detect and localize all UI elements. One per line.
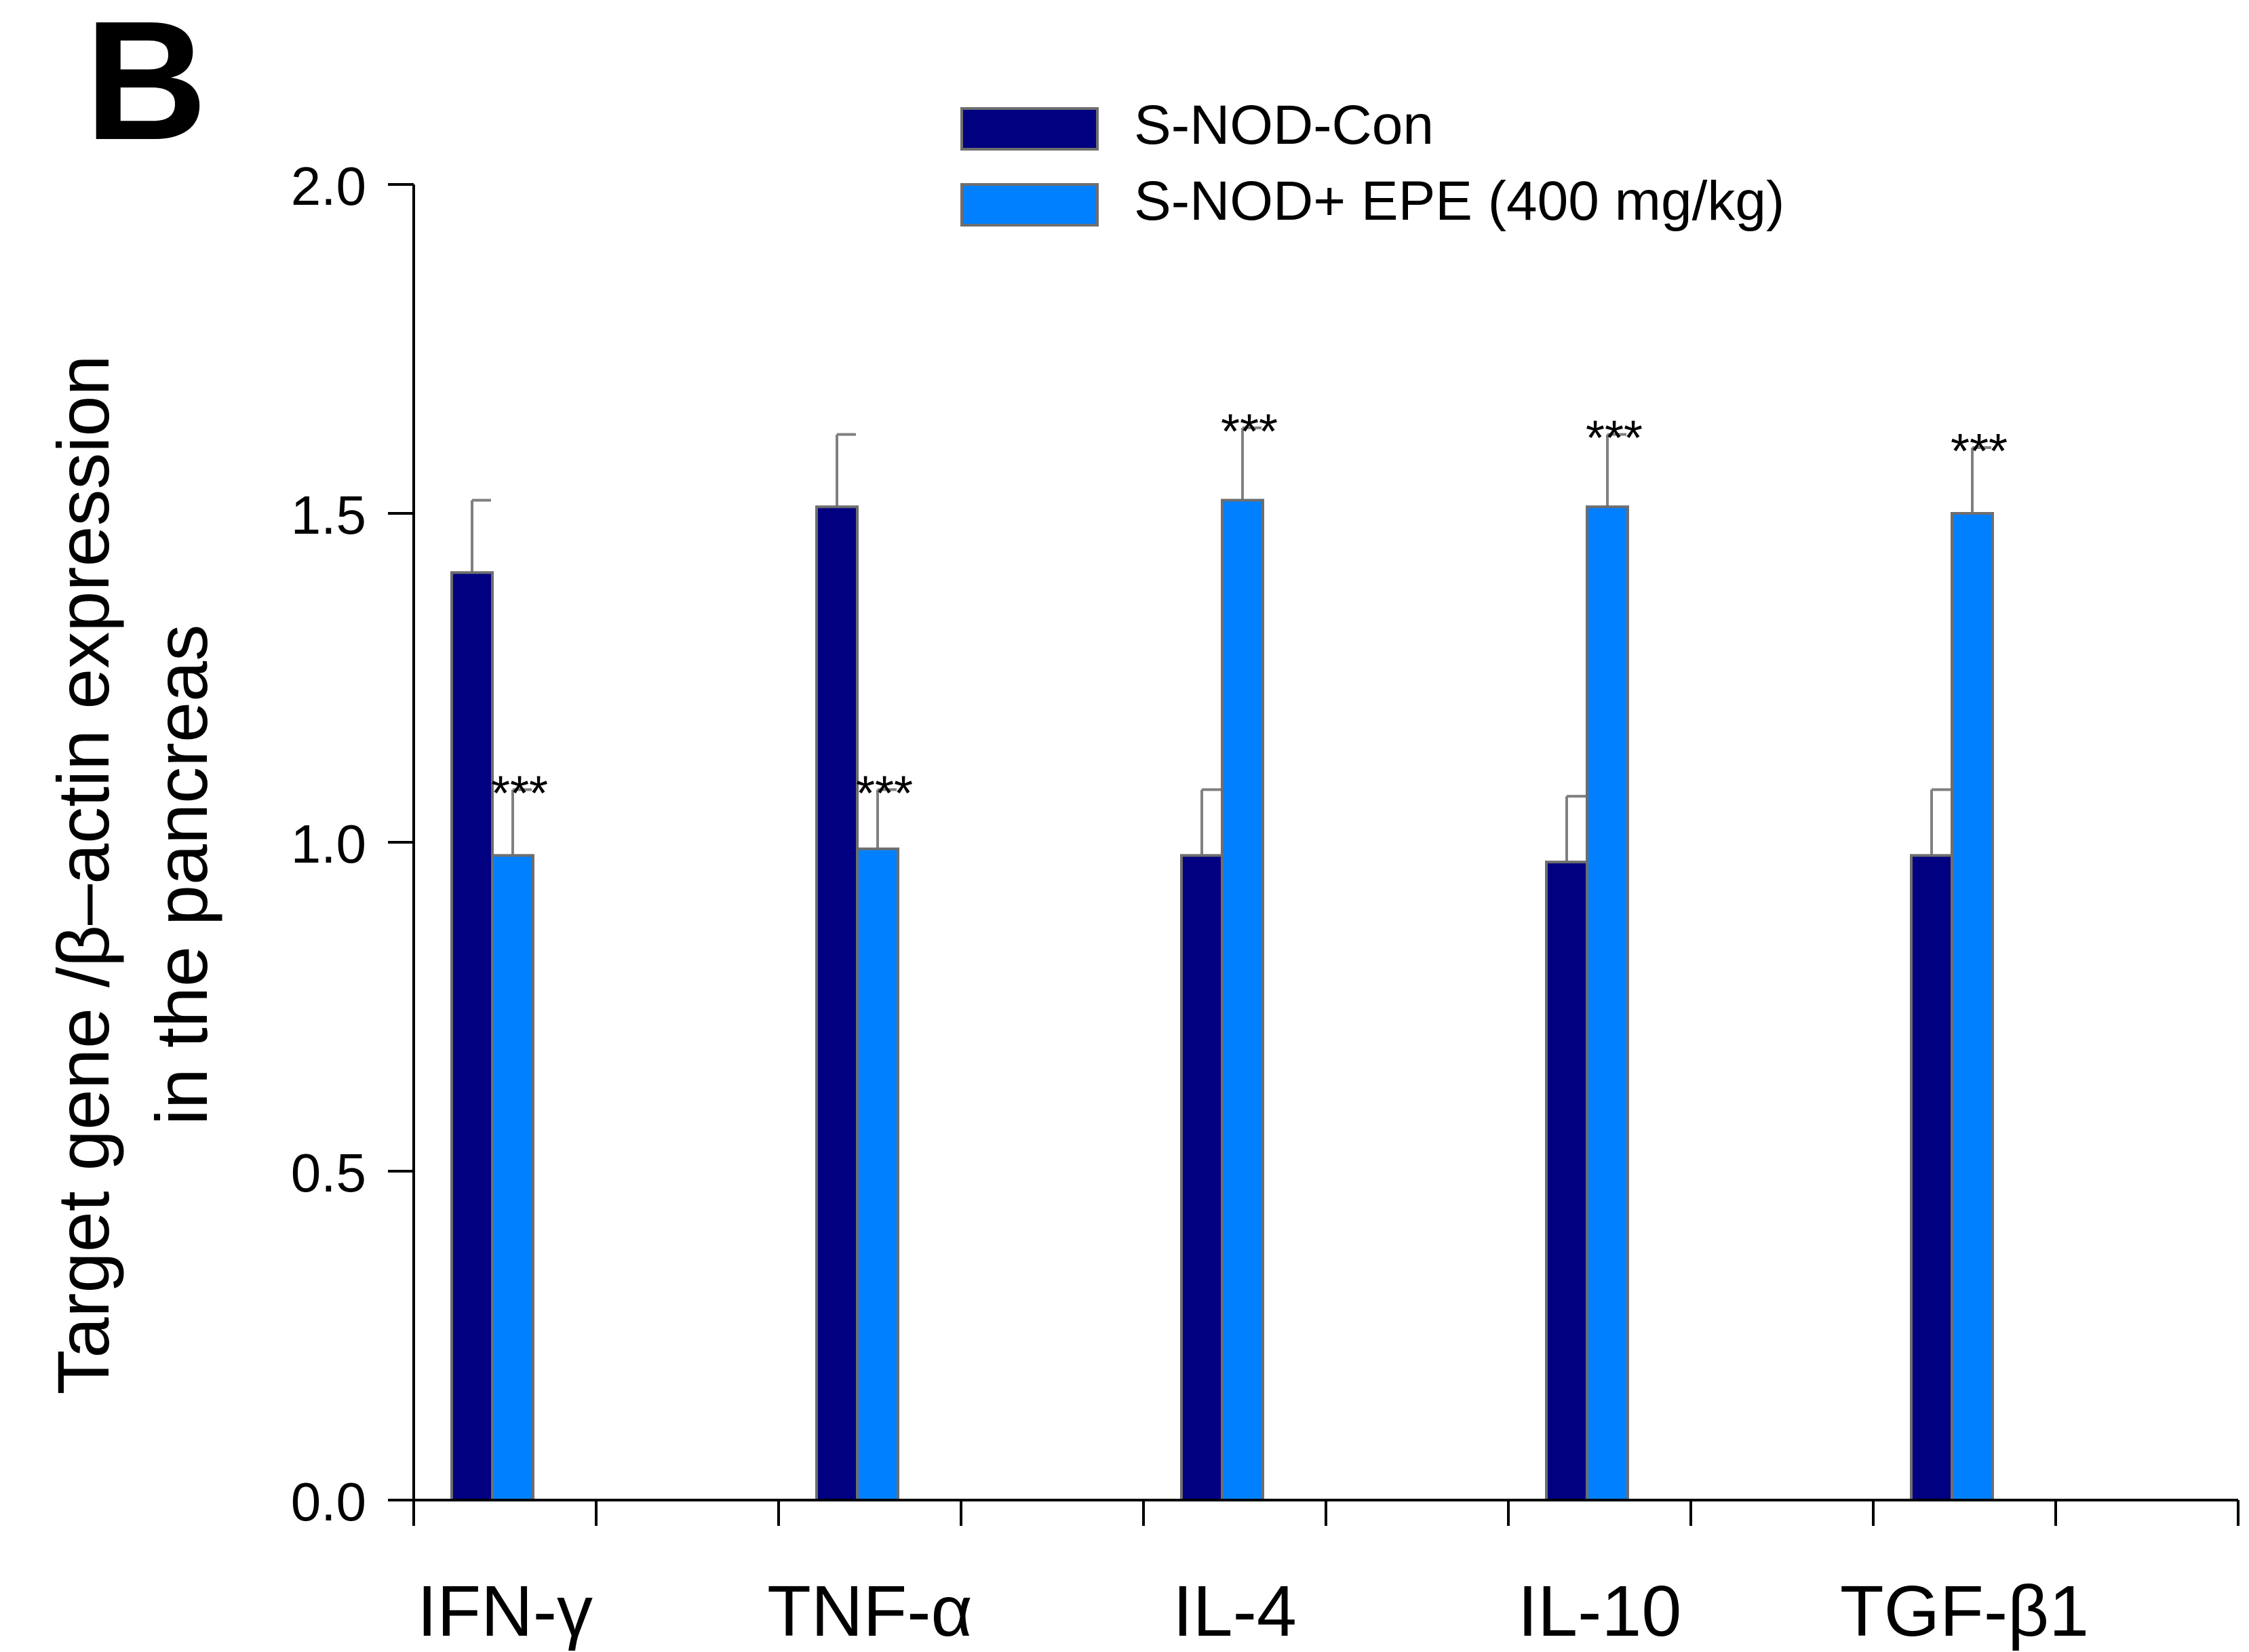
bar [1545,861,1588,1501]
panel-label: B [85,0,208,175]
legend-swatch [960,183,1099,227]
bar [450,571,494,1501]
x-tick-label: TNF-α [767,1571,973,1651]
y-tick-label: 1.0 [291,814,366,874]
y-axis-title-line-2: in the pancreas [140,625,222,1126]
y-tick-label: 0.0 [291,1472,366,1532]
bar [856,847,899,1501]
x-tick-label: IL-4 [1173,1571,1297,1651]
legend-swatch [960,107,1099,151]
significance-label: *** [1221,405,1278,459]
legend: S-NOD-Con S-NOD+ EPE (400 mg/kg) [960,94,1784,232]
significance-label: *** [1586,412,1643,466]
significance-label: *** [1951,425,2008,479]
axes: 0.0 0.5 1.0 1.5 2.0 IFN-γ TNF-α IL-4 IL-10 TGF-β1 [291,156,2240,1651]
bar [1180,854,1224,1501]
bar [491,854,534,1501]
bar [1910,854,1953,1501]
y-tick-label: 0.5 [291,1143,366,1203]
x-tick-label: IFN-γ [417,1571,593,1651]
significance-label: *** [491,766,548,821]
bar [1951,512,1994,1501]
bar [1586,505,1629,1501]
legend-label: S-NOD-Con [1134,94,1434,156]
bar [815,505,859,1501]
legend-label: S-NOD+ EPE (400 mg/kg) [1134,170,1784,232]
y-axis-title-line-1: Target gene /β–actin expression [42,355,124,1394]
bar [1221,498,1264,1501]
y-tick-label: 2.0 [291,156,366,216]
x-tick-label: TGF-β1 [1840,1571,2089,1651]
x-tick-label: IL-10 [1518,1571,1682,1651]
plot-area: *** *** *** *** *** [450,405,2008,1501]
significance-label: *** [856,766,913,821]
y-axis-title: Target gene /β–actin expression in the p… [42,355,222,1394]
y-tick-label: 1.5 [291,485,366,545]
